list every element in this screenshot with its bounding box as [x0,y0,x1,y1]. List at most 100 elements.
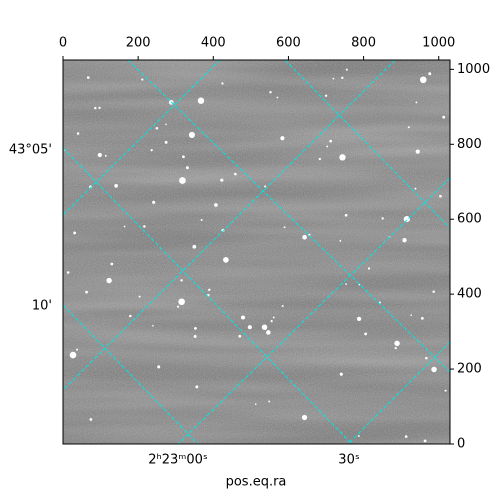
x-axis-label: pos.eq.ra [226,475,287,490]
star [223,257,229,263]
star [410,314,413,316]
star [86,76,90,79]
star [106,277,112,284]
star [381,217,384,220]
star [238,334,242,338]
star [182,155,185,159]
star [301,414,308,421]
star [94,106,97,110]
star [192,244,197,249]
star [268,400,271,403]
star [164,140,168,144]
star [339,154,346,161]
star [324,94,328,97]
star [318,157,322,161]
star [276,96,279,99]
star [403,216,410,223]
star [208,288,211,292]
star [394,340,400,347]
star [195,385,199,389]
star [69,351,77,359]
star [180,279,183,282]
star [179,177,186,184]
grid-line [63,147,353,444]
star [104,154,107,157]
y-tick-label: 0 [457,437,465,452]
star [345,68,348,71]
star [329,139,333,143]
star [420,316,424,320]
grid-line [284,60,450,229]
star [150,149,153,152]
dec-tick-label: 43°05' [9,143,52,158]
grid-line [63,60,221,216]
star [428,72,432,76]
star [344,213,348,217]
star [76,348,79,351]
star [185,166,189,170]
star [357,435,360,437]
x-tick-label: 400 [201,36,226,51]
star [152,324,154,327]
star [240,315,246,320]
star [280,136,285,141]
star [339,372,343,376]
star [364,332,368,336]
star [356,316,362,322]
star [97,152,102,158]
x-tick-label: 0 [59,36,67,51]
star [254,403,257,406]
star [178,298,185,306]
star [423,439,427,443]
star [264,185,267,188]
star [402,238,407,243]
star [220,178,224,182]
star [404,435,408,438]
star [66,271,70,274]
star [165,123,167,126]
star [432,290,435,293]
star [152,200,156,204]
star [114,184,118,188]
star [234,172,237,176]
star [85,290,88,294]
y-tick-label: 800 [457,137,482,152]
star [332,77,335,80]
star [308,233,311,237]
grid-line [347,341,450,444]
star [283,226,286,229]
star [394,346,397,350]
star [326,145,329,148]
star [197,97,205,104]
star [76,132,80,135]
x-tick-label: 1000 [422,36,455,51]
star [214,203,218,207]
star [89,185,93,189]
star [143,225,146,228]
star [221,82,224,85]
star [123,225,126,228]
star [415,149,420,154]
dec-tick-label: 10' [32,299,52,314]
star [439,194,442,198]
grid-line [63,304,199,444]
star [247,325,252,330]
y-tick-label: 200 [457,362,482,377]
star [141,78,144,81]
sky-image [63,60,450,444]
x-tick-label: 600 [276,36,301,51]
star [442,115,446,119]
star [157,365,161,369]
ra-tick-label: 2ʰ23ᵐ00ˢ [148,453,208,468]
star [73,231,77,235]
star [193,335,197,338]
grid-line [177,177,450,444]
star [194,326,197,330]
star [269,90,272,94]
star [345,283,347,286]
star [129,314,132,318]
x-tick-label: 200 [126,36,151,51]
star [261,324,268,331]
star [110,262,114,266]
